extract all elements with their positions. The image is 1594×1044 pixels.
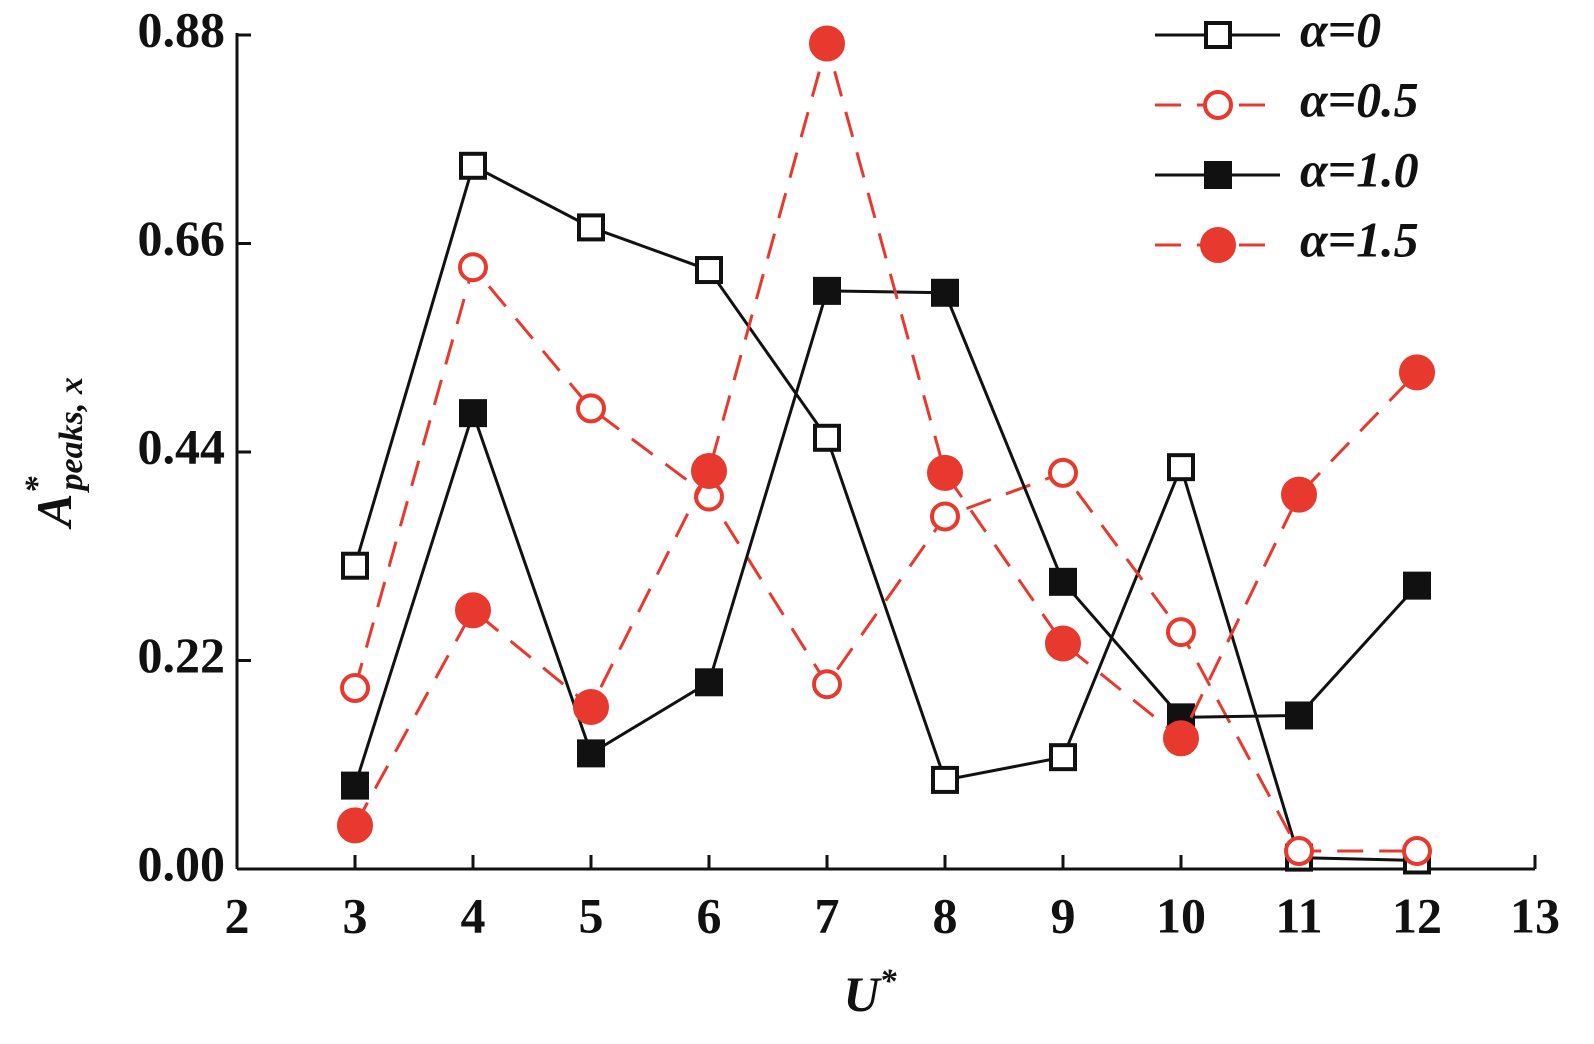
marker [1045,625,1081,662]
marker [455,592,491,629]
marker [1281,476,1317,513]
y-tick-label: 0.44 [138,418,226,474]
marker [927,454,963,491]
marker [813,423,841,452]
marker [695,256,723,285]
y-label-sup: * [19,475,56,493]
legend-marker [1204,21,1232,49]
marker [691,452,727,489]
x-tick-label: 10 [1156,887,1206,943]
marker [1163,720,1199,757]
marker [1166,617,1196,648]
y-tick-label: 0.22 [138,627,226,683]
marker [341,551,369,580]
x-label-main: U [843,966,882,1022]
y-label-main: A [26,493,82,529]
marker [458,252,488,283]
marker [337,807,373,844]
x-tick-label: 3 [343,887,368,943]
series-line [353,264,1417,853]
marker [577,739,605,768]
x-tick-label: 6 [697,887,722,943]
legend-marker [1204,161,1232,189]
x-tick-label: 13 [1510,887,1560,943]
legend-label: α=0.5 [1300,71,1419,127]
marker [813,276,841,305]
y-tick-label: 0.00 [138,835,226,891]
legend-label: α=1.5 [1300,211,1419,267]
legend-marker [1203,90,1233,120]
x-tick-label: 11 [1275,887,1322,943]
marker [1403,571,1431,600]
marker [576,393,606,424]
x-axis-label: U* [843,963,897,1023]
marker [1048,457,1078,488]
x-tick-label: 5 [579,887,604,943]
marker [812,669,842,700]
marker [1285,701,1313,730]
marker [930,501,960,532]
y-tick-label: 0.88 [138,1,226,57]
marker [931,278,959,307]
marker [577,213,605,242]
series-line [353,163,1418,862]
y-tick-label: 0.66 [138,210,226,266]
legend-label: α=0 [1300,1,1381,57]
marker [1284,835,1314,866]
marker [340,672,370,703]
x-tick-label: 8 [933,887,958,943]
marker [809,25,845,62]
x-label-sup: * [880,963,898,1000]
series-line [353,289,1419,787]
x-tick-label: 4 [461,887,486,943]
marker [573,688,609,725]
marker [1049,743,1077,772]
marker [1399,354,1435,391]
series-line [353,37,1419,827]
marker [341,771,369,800]
y-axis-label: A*peaks, x [19,377,90,530]
marker [459,399,487,428]
x-tick-label: 12 [1392,887,1442,943]
marker [1049,567,1077,596]
x-tick-label: 9 [1051,887,1076,943]
marker [1167,453,1195,482]
x-tick-label: 7 [815,887,840,943]
legend-label: α=1.0 [1300,141,1419,197]
y-label-sub: peaks, x [53,377,90,493]
marker [931,765,959,794]
marker [1402,835,1432,866]
x-tick-label: 2 [225,887,250,943]
marker [695,668,723,697]
legend-marker [1200,227,1236,263]
marker [459,151,487,180]
